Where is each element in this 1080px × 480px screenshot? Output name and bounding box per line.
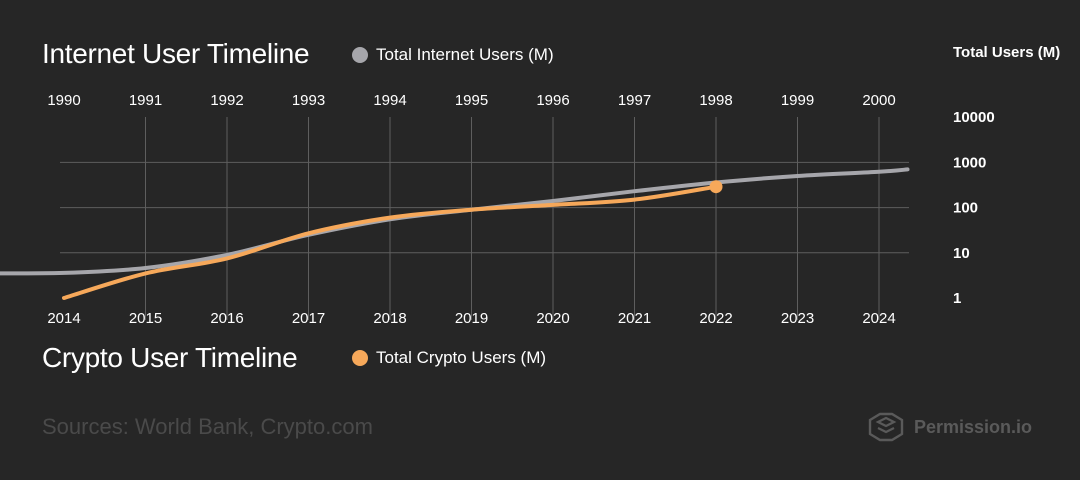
bottom-x-tick-2018: 2018	[373, 310, 406, 327]
crypto-chart-title: Crypto User Timeline	[42, 342, 298, 373]
source-note: Sources: World Bank, Crypto.com	[42, 414, 373, 439]
legend-internet: Total Internet Users (M)	[352, 45, 554, 65]
series-end-point-crypto-users	[709, 180, 723, 194]
internet-chart-title: Internet User Timeline	[42, 38, 310, 69]
y-tick-1000: 1000	[953, 154, 986, 171]
bottom-x-tick-2015: 2015	[129, 310, 162, 327]
legend-crypto-label: Total Crypto Users (M)	[376, 348, 547, 367]
bottom-x-tick-2017: 2017	[292, 310, 325, 327]
bottom-x-tick-2023: 2023	[781, 310, 814, 327]
legend-internet-dot	[352, 47, 368, 63]
series-lines	[0, 167, 910, 300]
bottom-x-tick-2020: 2020	[536, 310, 569, 327]
top-x-tick-1993: 1993	[292, 92, 325, 109]
brand-name: Permission.io	[914, 416, 1033, 437]
bottom-x-tick-2021: 2021	[618, 310, 651, 327]
top-x-tick-1996: 1996	[536, 92, 569, 109]
y-tick-100: 100	[953, 200, 978, 217]
top-x-tick-1992: 1992	[210, 92, 243, 109]
top-x-tick-1997: 1997	[618, 92, 651, 109]
top-x-ticks: 1990 1991 1992 1993 1994 1995 1996 1997 1998 1999…	[47, 92, 895, 109]
bottom-x-tick-2024: 2024	[862, 310, 895, 327]
legend-crypto: Total Crypto Users (M)	[352, 348, 546, 368]
series-line-internet-users	[0, 167, 910, 276]
top-x-tick-2000: 2000	[862, 92, 895, 109]
top-x-tick-1990: 1990	[47, 92, 80, 109]
y-tick-10: 10	[953, 245, 970, 262]
legend-crypto-dot	[352, 350, 368, 366]
bottom-x-tick-2016: 2016	[210, 310, 243, 327]
y-tick-1: 1	[953, 290, 961, 307]
y-axis-title: Total Users (M)	[953, 44, 1061, 61]
bottom-x-tick-2014: 2014	[47, 310, 80, 327]
brand: Permission.io	[866, 412, 1032, 442]
top-x-tick-1995: 1995	[455, 92, 488, 109]
top-x-tick-1991: 1991	[129, 92, 162, 109]
y-ticks: 1 10 100 1000 10000	[953, 109, 995, 307]
bottom-x-tick-2022: 2022	[699, 310, 732, 327]
bottom-x-tick-2019: 2019	[455, 310, 488, 327]
top-x-tick-1999: 1999	[781, 92, 814, 109]
series-line-crypto-users	[62, 184, 718, 300]
top-x-tick-1994: 1994	[373, 92, 406, 109]
permission-logo-icon	[868, 412, 904, 442]
y-tick-10000: 10000	[953, 109, 995, 126]
top-x-tick-1998: 1998	[699, 92, 732, 109]
bottom-x-ticks: 2014 2015 2016 2017 2018 2019 2020 2021 2022 2023…	[47, 310, 895, 327]
legend-internet-label: Total Internet Users (M)	[376, 45, 554, 64]
grid-lines	[60, 117, 909, 320]
